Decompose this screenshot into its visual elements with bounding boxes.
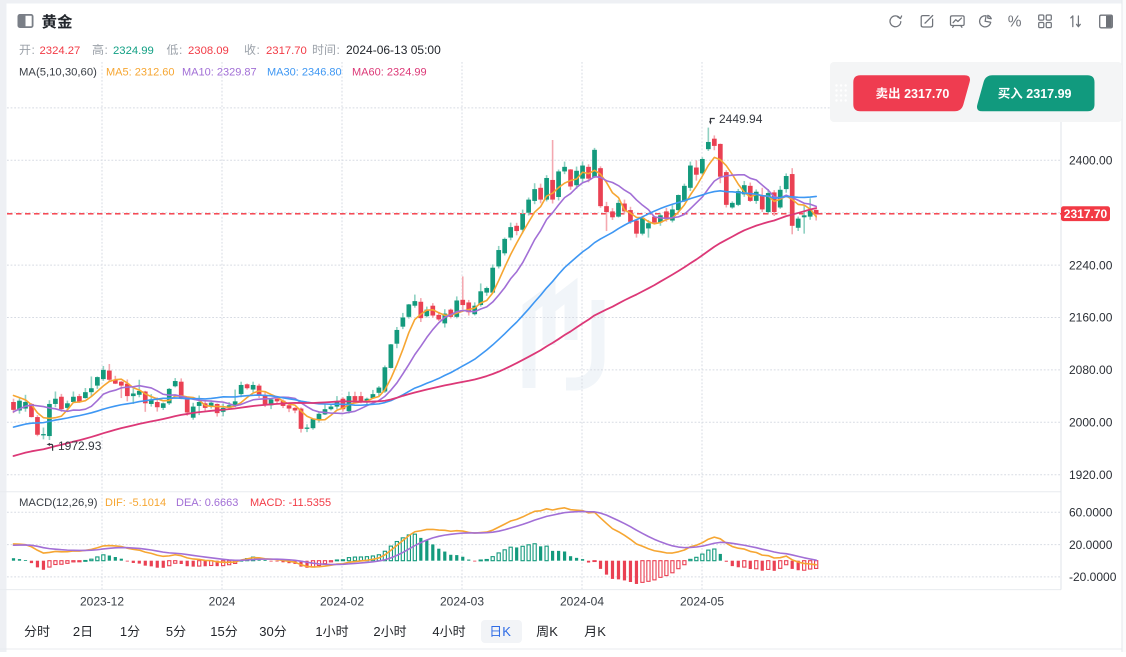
svg-text::: : [257,43,260,57]
svg-text:2024-05: 2024-05 [680,595,724,609]
svg-text:2449.94: 2449.94 [719,112,763,126]
svg-text:1: 1 [315,624,322,639]
svg-text:20.0000: 20.0000 [1069,538,1113,552]
svg-text:MACD: -11.5355: MACD: -11.5355 [250,497,331,509]
svg-text:2317.70: 2317.70 [266,45,307,57]
svg-text:1972.93: 1972.93 [58,439,102,453]
svg-text:2317.99: 2317.99 [1026,87,1071,101]
svg-text:K: K [597,624,606,639]
svg-text:MA5: 2312.60: MA5: 2312.60 [106,67,175,79]
svg-text:2160.00: 2160.00 [1069,311,1113,325]
svg-text:2317.70: 2317.70 [904,87,949,101]
svg-text:2000.00: 2000.00 [1069,416,1113,430]
svg-text:-20.0000: -20.0000 [1069,570,1117,584]
svg-text:2024-04: 2024-04 [560,595,604,609]
svg-text:2308.09: 2308.09 [188,45,229,57]
svg-text:K: K [549,624,558,639]
svg-text:2: 2 [73,624,80,639]
svg-text:60.0000: 60.0000 [1069,506,1113,520]
svg-text:%: % [1008,14,1022,31]
svg-text:2024-02: 2024-02 [320,595,364,609]
svg-text::: : [105,43,108,57]
svg-text:2024: 2024 [209,595,236,609]
svg-text:4: 4 [432,624,439,639]
svg-text:2240.00: 2240.00 [1069,258,1113,272]
svg-text:MA60: 2324.99: MA60: 2324.99 [352,67,427,79]
svg-text:2400.00: 2400.00 [1069,154,1113,168]
svg-text:30: 30 [259,624,273,639]
svg-text:2080.00: 2080.00 [1069,363,1113,377]
svg-text:2: 2 [373,624,380,639]
svg-text:15: 15 [210,624,224,639]
svg-text:2024-06-13 05:00: 2024-06-13 05:00 [346,43,441,57]
svg-text:5: 5 [166,624,173,639]
svg-text:MA10: 2329.87: MA10: 2329.87 [182,67,257,79]
svg-text:1920.00: 1920.00 [1069,468,1113,482]
svg-text:2317.70: 2317.70 [1064,207,1108,221]
svg-text:DEA: 0.6663: DEA: 0.6663 [176,497,238,509]
svg-text:2024-03: 2024-03 [440,595,484,609]
svg-text:MA30: 2346.80: MA30: 2346.80 [267,67,342,79]
svg-text::: : [179,43,182,57]
svg-text::: : [337,43,340,57]
svg-text:2324.27: 2324.27 [40,45,81,57]
svg-text:2324.99: 2324.99 [113,45,154,57]
svg-text:MA(5,10,30,60): MA(5,10,30,60) [19,67,97,79]
svg-text::: : [32,43,35,57]
svg-text:1: 1 [120,624,127,639]
svg-text:MACD(12,26,9): MACD(12,26,9) [19,497,98,509]
svg-text:DIF: -5.1014: DIF: -5.1014 [105,497,166,509]
svg-text:2023-12: 2023-12 [80,595,124,609]
svg-text:K: K [502,624,511,639]
